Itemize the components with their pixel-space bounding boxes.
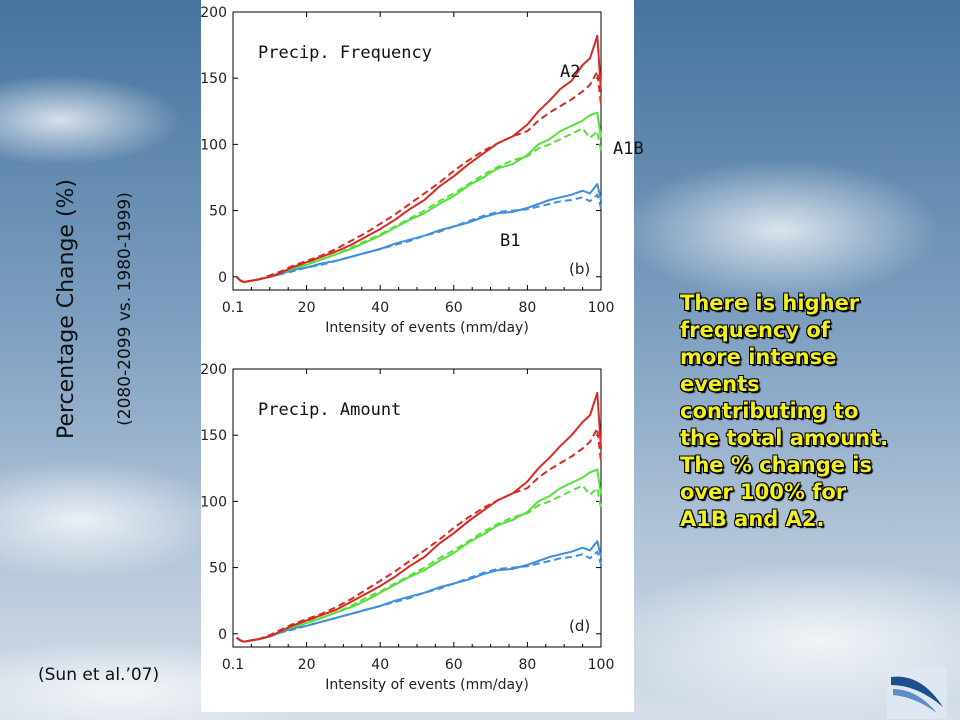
x-axis-label: Intensity of events (mm/day): [325, 677, 529, 693]
annotation-line: the total amount.: [680, 426, 889, 450]
x-tick-label: 40: [371, 657, 389, 673]
y-axis-label: Percentage Change (%): [54, 178, 79, 440]
x-tick-label: 60: [445, 300, 463, 316]
cloud: [620, 160, 940, 300]
y-tick-label: 150: [201, 71, 227, 87]
series-tag-b1: B1: [500, 231, 521, 251]
citation: (Sun et al.’07): [38, 665, 160, 685]
cloud: [600, 560, 960, 720]
series-line-a2-dashed: [235, 70, 602, 284]
annotation-line: over 100% for: [680, 480, 847, 504]
annotation-line: A1B and A2.: [680, 507, 825, 531]
series-line-a1b-solid: [235, 111, 602, 284]
x-tick-label: 0.1: [222, 657, 244, 673]
x-tick-label: 100: [588, 657, 615, 673]
chart-title: Precip. Amount: [258, 400, 401, 420]
x-tick-label: 100: [588, 300, 615, 316]
panel-label: (d): [569, 617, 590, 635]
series-line-a2-solid: [235, 34, 602, 284]
cloud: [0, 460, 230, 580]
x-tick-label: 40: [371, 300, 389, 316]
y-axis-sublabel: (2080-2099 vs. 1980-1999): [115, 192, 135, 426]
x-axis-label: Intensity of events (mm/day): [325, 320, 529, 336]
y-tick-label: 100: [201, 137, 227, 153]
annotation-line: There is higher: [680, 291, 860, 315]
annotation-text: There is higher frequency of more intens…: [680, 290, 950, 533]
y-tick-label: 0: [218, 270, 227, 286]
x-tick-label: 80: [518, 657, 536, 673]
figure-panel: 0 50 100 150 200 0.1 20 40 60 80 100 Intensity of e…: [201, 0, 634, 712]
x-tick-label: 80: [518, 300, 536, 316]
series-line-a2-solid: [236, 391, 602, 643]
series-tag-a1b: A1B: [613, 139, 644, 159]
swoosh-logo-icon: [887, 667, 947, 719]
x-tick-label: 0.1: [222, 300, 244, 316]
y-tick-label: 200: [201, 362, 227, 378]
annotation-line: frequency of: [680, 318, 830, 342]
annotation-line: more intense: [680, 345, 837, 369]
annotation-line: events: [680, 372, 760, 396]
precip-amount-chart: 0 50 100 150 200 0.1 20 40 60 80 100 Intensity of e…: [201, 362, 615, 693]
series-tag-a2: A2: [560, 62, 581, 82]
x-tick-label: 20: [298, 657, 316, 673]
series-line-a1b-solid: [236, 468, 602, 643]
panel-label: (b): [569, 260, 590, 278]
cloud: [0, 75, 180, 165]
y-tick-label: 50: [209, 561, 227, 577]
series-line-a2-dashed: [236, 427, 602, 643]
y-tick-label: 200: [201, 5, 227, 21]
chart-title: Precip. Frequency: [258, 43, 432, 63]
y-tick-label: 0: [218, 627, 227, 643]
x-tick-label: 60: [445, 657, 463, 673]
precip-frequency-chart: 0 50 100 150 200 0.1 20 40 60 80 100 Intensity of e…: [201, 5, 615, 336]
y-tick-label: 50: [209, 204, 227, 220]
y-tick-label: 150: [201, 428, 227, 444]
annotation-line: contributing to: [680, 399, 859, 423]
x-tick-label: 20: [298, 300, 316, 316]
series-line-a1b-dashed: [236, 484, 602, 643]
y-tick-label: 100: [201, 494, 227, 510]
annotation-line: The % change is: [680, 453, 872, 477]
